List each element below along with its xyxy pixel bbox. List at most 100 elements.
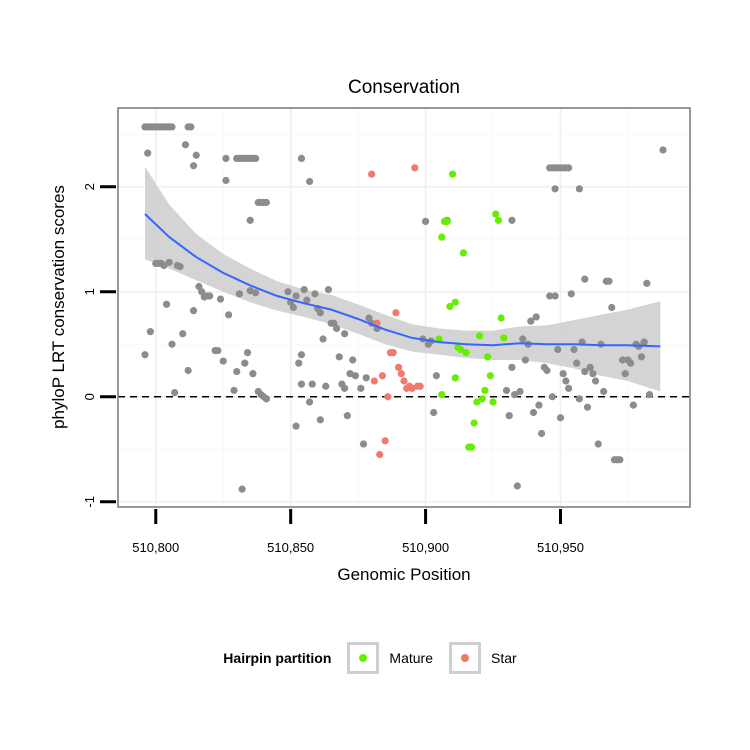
data-point-other bbox=[308, 380, 316, 388]
data-point-other bbox=[562, 377, 570, 385]
points-layer bbox=[141, 123, 667, 493]
data-point-mature bbox=[438, 391, 446, 399]
data-point-other bbox=[640, 338, 648, 346]
data-point-other bbox=[187, 123, 195, 131]
x-tick-label: 510,800 bbox=[132, 540, 179, 555]
data-point-other bbox=[529, 408, 538, 417]
data-point-other bbox=[246, 216, 254, 224]
panel-border bbox=[117, 107, 691, 508]
y-axis-label: phyloP LRT conservation scores bbox=[49, 185, 68, 429]
data-point-other bbox=[513, 482, 521, 490]
data-point-other bbox=[322, 382, 330, 390]
x-tick-label: 510,900 bbox=[402, 540, 449, 555]
data-point-other bbox=[146, 328, 154, 336]
data-point-other bbox=[346, 370, 354, 378]
data-point-other bbox=[430, 408, 438, 417]
data-point-mature bbox=[446, 302, 454, 311]
data-point-mature bbox=[462, 349, 470, 357]
data-point-other bbox=[168, 340, 176, 348]
data-point-other bbox=[171, 388, 179, 397]
data-point-other bbox=[230, 386, 238, 395]
data-point-star bbox=[416, 382, 424, 390]
data-point-other bbox=[252, 289, 260, 297]
data-point-other bbox=[216, 295, 225, 303]
data-point-star bbox=[397, 370, 405, 378]
data-point-mature bbox=[473, 398, 481, 406]
y-tick-label: 2 bbox=[82, 183, 97, 190]
data-point-other bbox=[589, 370, 597, 378]
data-point-other bbox=[303, 296, 311, 304]
data-point-mature bbox=[451, 298, 459, 306]
data-point-other bbox=[594, 440, 602, 448]
data-point-mature bbox=[481, 386, 489, 395]
data-point-other bbox=[214, 346, 222, 355]
data-point-other bbox=[527, 317, 535, 325]
data-point-other bbox=[305, 177, 314, 186]
data-point-other bbox=[538, 429, 546, 438]
data-point-mature bbox=[475, 332, 484, 340]
data-point-other bbox=[184, 366, 192, 375]
data-point-other bbox=[357, 384, 365, 392]
data-point-other bbox=[206, 292, 214, 300]
chart-title: Conservation bbox=[348, 77, 460, 98]
data-point-other bbox=[508, 216, 516, 224]
data-point-other bbox=[249, 370, 257, 378]
data-point-other bbox=[162, 300, 171, 308]
data-point-other bbox=[176, 262, 184, 271]
data-point-other bbox=[551, 292, 559, 300]
legend-label-star: Star bbox=[491, 650, 517, 666]
data-point-other bbox=[616, 456, 624, 464]
data-point-mature bbox=[497, 314, 505, 322]
data-point-other bbox=[432, 372, 440, 380]
data-point-other bbox=[548, 393, 556, 401]
y-tick-label: -1 bbox=[82, 496, 97, 508]
smooth-line bbox=[144, 213, 661, 348]
data-point-other bbox=[165, 258, 173, 266]
legend-label-mature: Mature bbox=[389, 650, 433, 666]
data-point-star bbox=[378, 372, 387, 380]
data-point-other bbox=[519, 335, 527, 343]
data-point-other bbox=[575, 185, 583, 193]
data-point-other bbox=[335, 353, 343, 361]
data-point-star bbox=[400, 377, 408, 385]
data-point-other bbox=[573, 359, 581, 367]
data-point-other bbox=[233, 367, 241, 376]
data-point-other bbox=[262, 198, 270, 207]
data-point-other bbox=[284, 288, 292, 296]
data-point-mature bbox=[486, 372, 494, 380]
data-point-other bbox=[297, 154, 306, 162]
data-point-other bbox=[341, 384, 349, 392]
axes: 510,800 510,850 510,900 510,950 -1 0 1 2 bbox=[82, 183, 584, 555]
data-point-other bbox=[292, 422, 300, 430]
data-point-star bbox=[368, 170, 376, 178]
data-point-other bbox=[564, 164, 573, 172]
data-point-other bbox=[591, 377, 600, 385]
data-point-mature bbox=[459, 249, 467, 257]
data-point-mature bbox=[457, 345, 465, 354]
x-tick-label: 510,950 bbox=[537, 540, 584, 555]
y-tick-label: 0 bbox=[82, 393, 97, 400]
data-point-other bbox=[332, 324, 341, 333]
data-point-other bbox=[351, 372, 360, 380]
data-point-other bbox=[564, 384, 573, 392]
data-point-other bbox=[311, 290, 319, 298]
y-tick-label: 1 bbox=[82, 288, 97, 295]
data-point-other bbox=[144, 149, 152, 157]
data-point-other bbox=[570, 345, 578, 354]
data-point-other bbox=[168, 123, 176, 131]
data-point-other bbox=[586, 363, 594, 371]
data-point-mature bbox=[489, 398, 497, 406]
data-point-other bbox=[252, 154, 260, 162]
data-point-other bbox=[645, 391, 654, 399]
data-point-other bbox=[362, 374, 370, 382]
data-point-other bbox=[324, 286, 333, 294]
data-point-other bbox=[343, 412, 351, 420]
data-point-other bbox=[189, 162, 198, 170]
data-point-other bbox=[627, 359, 635, 367]
data-point-other bbox=[225, 311, 233, 319]
data-point-mature bbox=[438, 233, 446, 241]
data-point-other bbox=[621, 370, 629, 378]
data-point-other bbox=[511, 391, 519, 399]
data-point-other bbox=[559, 370, 567, 378]
